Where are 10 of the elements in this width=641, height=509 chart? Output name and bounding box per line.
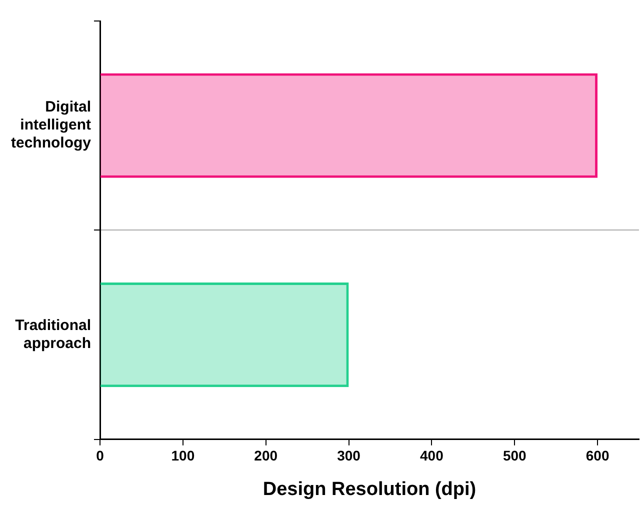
x-tick-label: 300 (337, 448, 361, 464)
x-axis-title: Design Resolution (dpi) (262, 478, 476, 500)
x-tick-label: 100 (171, 448, 195, 464)
x-tick-label: 200 (254, 448, 278, 464)
y-tick-label: Traditional approach (15, 316, 91, 352)
x-tick-label: 600 (586, 448, 610, 464)
y-tick-label: Digital intelligent technology (10, 98, 92, 152)
x-tick-label: 0 (96, 448, 104, 464)
x-tick-label: 400 (420, 448, 444, 464)
x-tick-label: 500 (502, 448, 527, 464)
